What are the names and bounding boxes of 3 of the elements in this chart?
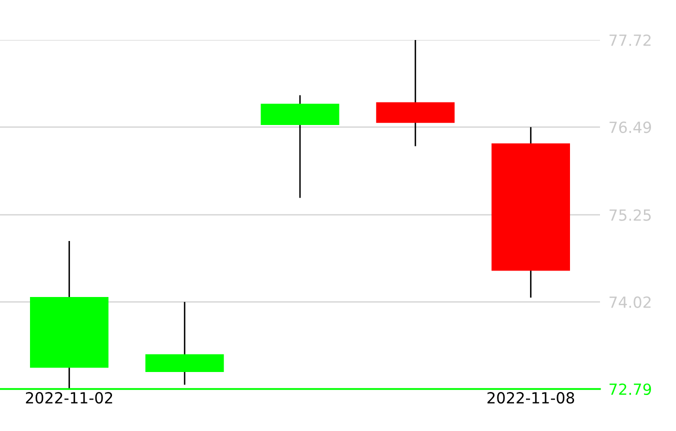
- x-tick-label: 2022-11-08: [487, 392, 574, 404]
- x-tick-label: 2022-11-02: [26, 392, 112, 404]
- y-tick-label: 72.79: [610, 383, 651, 396]
